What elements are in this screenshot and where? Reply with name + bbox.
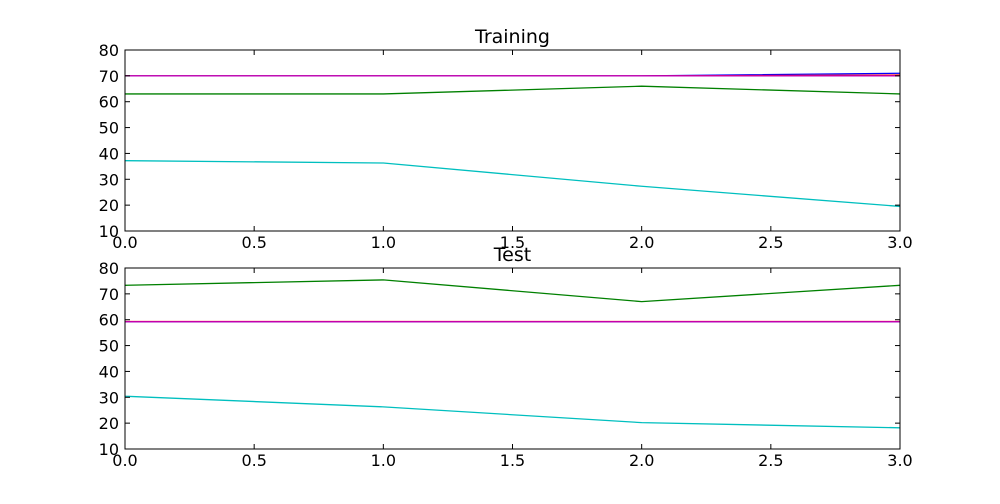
test-y-tick-label: 20 [99,414,119,433]
test-series-line-4 [125,395,900,429]
training-x-tick-label: 0.0 [112,233,137,252]
training-y-tick-label: 10 [99,222,119,241]
training-y-tick-label: 60 [99,93,119,112]
training-x-tick-label: 0.5 [241,233,266,252]
training-y-tick-label: 40 [99,144,119,163]
test-y-tick-label: 50 [99,337,119,356]
training-x-tick-label: 1.5 [500,233,525,252]
test-y-tick-label: 70 [99,285,119,304]
training-y-tick-label: 50 [99,119,119,138]
training-y-tick-label: 80 [99,41,119,60]
training-y-tick-label: 20 [99,196,119,215]
test-y-tick-label: 40 [99,362,119,381]
test-series-group [125,279,900,429]
training-series-group [125,72,900,208]
training-x-tick-label: 2.0 [629,233,654,252]
test-x-tick-label: 0.5 [241,451,266,470]
training-series-line-4 [125,160,900,208]
test-y-tick-label: 30 [99,388,119,407]
test-panel: 0.0 0.5 1.0 1.5 2.0 2.5 3.0 10 20 30 40 50 60 70 80 Tes… [99,244,913,470]
training-series-line-2 [125,85,900,95]
test-x-tick-label: 3.0 [887,451,912,470]
training-y-tick-label: 70 [99,67,119,86]
training-x-tick-label: 2.5 [758,233,783,252]
training-x-tick-label: 1.0 [371,233,396,252]
training-panel: 0.0 0.5 1.0 1.5 2.0 2.5 3.0 10 20 30 40 50 60 70 80 Tra… [99,26,913,252]
training-panel-title: Training [474,26,550,48]
test-axes-frame [124,267,901,450]
test-x-tick-label: 0.0 [112,451,137,470]
training-y-tick-label: 30 [99,170,119,189]
training-axes-frame [124,49,901,232]
test-x-tick-label: 1.0 [371,451,396,470]
test-panel-title: Test [493,244,531,266]
test-y-tick-label: 10 [99,440,119,459]
test-y-tick-label: 60 [99,311,119,330]
test-y-tick-label: 80 [99,259,119,278]
test-x-tick-label: 1.5 [500,451,525,470]
test-series-line-2 [125,279,900,303]
test-x-tick-label: 2.0 [629,451,654,470]
training-x-tick-label: 3.0 [887,233,912,252]
test-x-tick-label: 2.5 [758,451,783,470]
